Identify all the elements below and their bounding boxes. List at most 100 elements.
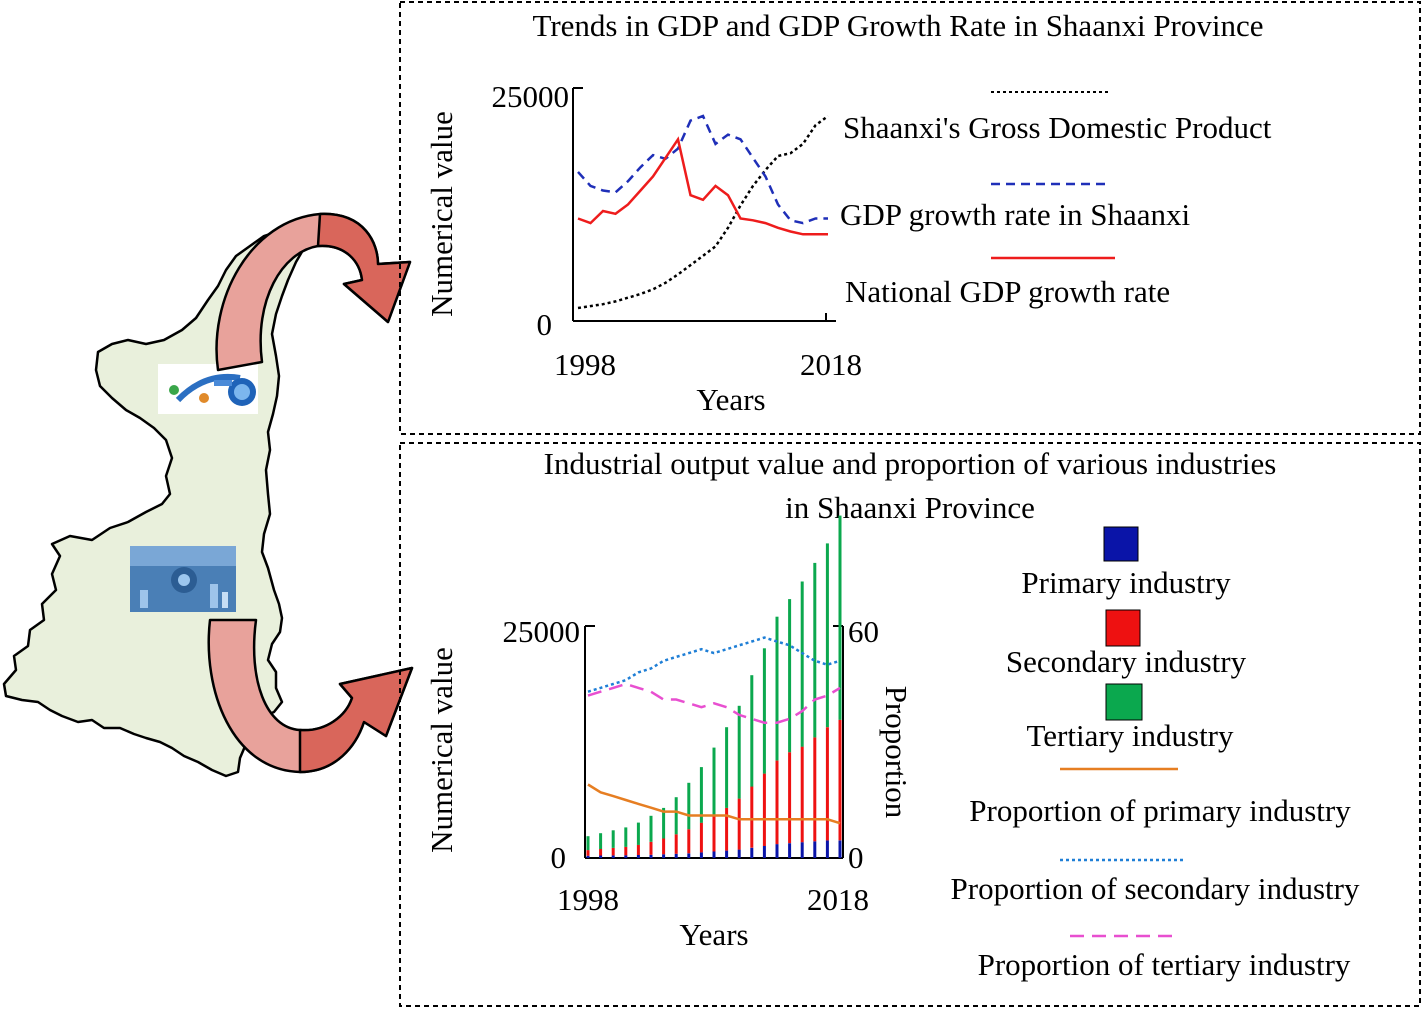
bar-primary-industry-2006	[687, 853, 691, 858]
top-y-tick-max: 25000	[492, 79, 570, 114]
bottom-panel-title-line1: Industrial output value and proportion o…	[544, 446, 1277, 481]
line-shaanxi-s-gross-domestic-product	[577, 114, 829, 310]
bar-secondary-industry-1998	[586, 850, 590, 856]
line-proportion-of-tertiary-industry	[587, 682, 841, 724]
bar-primary-industry-2003	[649, 854, 653, 858]
bar-secondary-industry-2003	[649, 841, 653, 855]
bar-tertiary-industry-2009	[725, 727, 729, 808]
bar-secondary-industry-2010	[737, 798, 741, 850]
bar-tertiary-industry-2001	[624, 827, 628, 847]
bar-primary-industry-2018	[838, 840, 842, 858]
bottom-legend: Primary industry Secondary industry Tert…	[951, 526, 1360, 982]
bar-tertiary-industry-2004	[662, 807, 666, 839]
bar-primary-industry-2002	[636, 855, 640, 858]
line-proportion-of-primary-industry	[587, 783, 841, 825]
bar-primary-industry-2017	[825, 840, 829, 858]
bar-tertiary-industry-2015	[800, 581, 804, 747]
bar-secondary-industry-2006	[687, 829, 691, 854]
bar-primary-industry-2009	[725, 850, 729, 858]
bar-secondary-industry-2009	[725, 807, 729, 851]
bar-tertiary-industry-2013	[775, 616, 779, 761]
top-x-tick-end: 2018	[800, 347, 862, 382]
bottom-y-axis-label: Numerical value	[424, 647, 459, 853]
bar-secondary-industry-2001	[624, 846, 628, 856]
bottom-y-tick-max: 25000	[503, 614, 581, 649]
bar-secondary-industry-2002	[636, 844, 640, 855]
bar-primary-industry-1999	[599, 855, 603, 858]
bar-tertiary-industry-2008	[712, 747, 716, 816]
line-gdp-growth-rate-in-shaanxi	[577, 114, 828, 225]
legend-label-tertiary-proportion: Proportion of tertiary industry	[978, 947, 1351, 982]
top-panel: Trends in GDP and GDP Growth Rate in Sha…	[399, 1, 1421, 435]
bar-primary-industry-2015	[800, 842, 804, 858]
bar-tertiary-industry-2000	[611, 830, 615, 848]
legend-label-tertiary: Tertiary industry	[1026, 718, 1234, 753]
line-national-gdp-growth-rate	[577, 136, 828, 236]
digital-city-icon	[130, 546, 236, 612]
bar-tertiary-industry-2010	[737, 705, 741, 799]
bar-secondary-industry-2015	[800, 746, 804, 843]
bar-tertiary-industry-2003	[649, 815, 653, 842]
bar-primary-industry-1998	[586, 855, 590, 858]
bar-primary-industry-2013	[775, 844, 779, 858]
arrow-to-top-panel	[215, 212, 412, 372]
bottom-chart-lines	[587, 636, 841, 825]
top-chart-lines	[577, 114, 829, 310]
bar-tertiary-industry-2011	[750, 675, 754, 787]
bar-primary-industry-2005	[674, 853, 678, 858]
top-panel-title: Trends in GDP and GDP Growth Rate in Sha…	[532, 8, 1263, 43]
legend-label-secondary-proportion: Proportion of secondary industry	[951, 871, 1360, 906]
legend-label-shaanxi-gdp: Shaanxi's Gross Domestic Product	[843, 110, 1272, 145]
bar-primary-industry-2011	[750, 847, 754, 858]
bar-secondary-industry-2018	[838, 719, 842, 841]
bottom-panel: Industrial output value and proportion o…	[399, 442, 1421, 1007]
bar-secondary-industry-2007	[699, 822, 703, 853]
bar-secondary-industry-1999	[599, 849, 603, 856]
legend-label-primary: Primary industry	[1021, 565, 1231, 600]
bar-secondary-industry-2004	[662, 838, 666, 855]
bottom-x-tick-start: 1998	[557, 882, 619, 917]
top-panel-frame	[399, 1, 1421, 435]
bar-tertiary-industry-1998	[586, 836, 590, 851]
top-x-tick-start: 1998	[554, 347, 616, 382]
bottom-y2-tick-max: 60	[848, 614, 879, 649]
bar-secondary-industry-2016	[813, 737, 817, 842]
top-legend: Shaanxi's Gross Domestic Product GDP gro…	[840, 91, 1272, 309]
top-chart-axes	[572, 87, 836, 322]
bar-primary-industry-2016	[813, 841, 817, 858]
bottom-panel-title-line2: in Shaanxi Province	[785, 490, 1035, 525]
bar-primary-industry-2014	[788, 843, 792, 858]
bottom-x-axis-label: Years	[679, 917, 748, 952]
bar-tertiary-industry-2018	[838, 515, 842, 720]
bottom-chart-bars	[586, 515, 842, 858]
legend-swatch-primary	[1103, 526, 1139, 562]
bar-tertiary-industry-2007	[699, 767, 703, 823]
legend-swatch-tertiary	[1105, 683, 1143, 721]
bar-tertiary-industry-2002	[636, 822, 640, 845]
bar-secondary-industry-2013	[775, 760, 779, 845]
legend-label-primary-proportion: Proportion of primary industry	[969, 793, 1351, 828]
bar-tertiary-industry-2017	[825, 543, 829, 728]
bar-primary-industry-2008	[712, 851, 716, 858]
bottom-y2-tick-zero: 0	[848, 840, 864, 875]
arrow-to-bottom-panel	[207, 618, 414, 774]
bar-tertiary-industry-2014	[788, 599, 792, 753]
bottom-panel-frame	[399, 442, 1421, 1007]
bar-secondary-industry-2017	[825, 727, 829, 841]
bar-secondary-industry-2012	[762, 773, 766, 846]
top-y-axis-label: Numerical value	[424, 111, 459, 317]
top-y-tick-zero: 0	[537, 307, 553, 342]
bar-secondary-industry-2011	[750, 786, 754, 848]
bar-tertiary-industry-2016	[813, 562, 817, 738]
bar-tertiary-industry-2012	[762, 648, 766, 774]
bar-primary-industry-2010	[737, 849, 741, 858]
globe-network-icon	[158, 364, 258, 414]
bottom-y-tick-zero: 0	[551, 840, 567, 875]
bar-tertiary-industry-1999	[599, 833, 603, 849]
bar-secondary-industry-2005	[674, 834, 678, 854]
bar-tertiary-industry-2006	[687, 782, 691, 830]
top-x-axis-label: Years	[696, 382, 765, 417]
bar-primary-industry-2000	[611, 855, 615, 858]
bar-secondary-industry-2014	[788, 752, 792, 844]
bar-secondary-industry-2000	[611, 848, 615, 856]
